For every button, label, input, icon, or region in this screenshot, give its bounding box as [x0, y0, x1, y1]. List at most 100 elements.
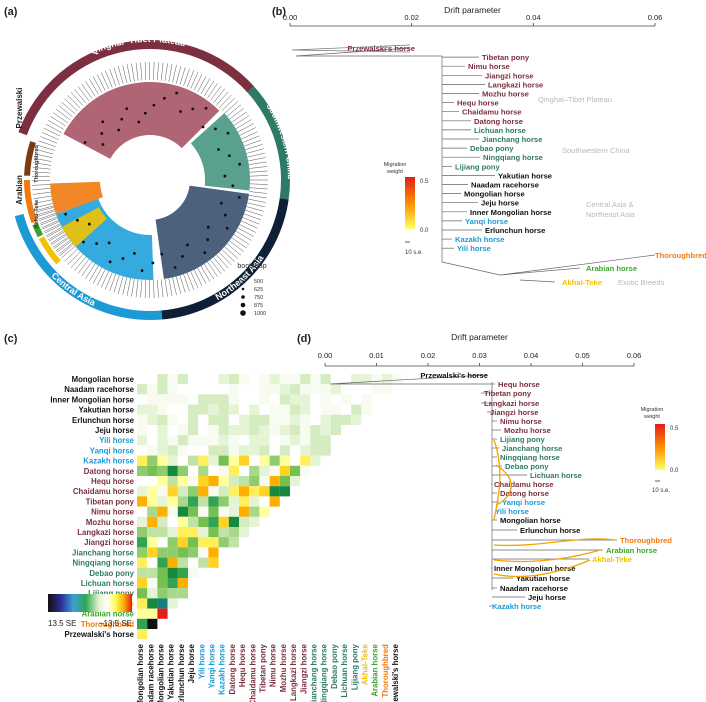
tip-branch — [32, 171, 51, 174]
tick-label-d: 0.01 — [369, 351, 384, 360]
heatmap-cell — [218, 476, 229, 487]
migration-edge — [493, 559, 591, 578]
heatmap-cell — [269, 425, 280, 436]
heatmap-cell — [137, 527, 148, 538]
heatmap-cell — [218, 506, 229, 517]
heatmap-cell — [279, 486, 290, 497]
bootstrap-node — [101, 143, 105, 146]
tip-branch — [219, 94, 232, 108]
heatmap-cell — [228, 506, 239, 517]
ring-qinghai — [18, 39, 255, 136]
bootstrap-node — [179, 110, 182, 113]
heatmap-cell — [239, 374, 250, 385]
tip-branch — [42, 221, 60, 230]
heatmap-cell — [167, 384, 178, 395]
heatmap-cell — [239, 496, 250, 507]
tip-branch — [221, 249, 236, 263]
leaf-label-d: Jiangzi horse — [490, 408, 539, 417]
heatmap-cell — [177, 425, 188, 436]
heatmap-cell — [228, 404, 239, 415]
heatmap-cell — [392, 374, 403, 385]
tip-branch — [135, 62, 139, 81]
tip-branch — [101, 72, 109, 90]
heatmap-cell — [310, 374, 321, 385]
heatmap-cell — [290, 465, 301, 476]
heatmap-cell — [157, 506, 168, 517]
heatmap-cell — [218, 414, 229, 425]
heatmap-cell — [198, 506, 209, 517]
heatmap-cell — [188, 547, 199, 558]
tree-exotic-branches-b — [441, 254, 656, 283]
leaf-label-d: Mongolian horse — [500, 516, 561, 525]
heatmap-cell — [147, 394, 158, 405]
heatmap-cell — [137, 486, 148, 497]
heatmap-cell — [188, 394, 199, 405]
bootstrap-node — [95, 242, 99, 245]
tip-branch — [33, 195, 52, 200]
heatmap-cell — [157, 435, 168, 446]
heatmap-cell — [188, 465, 199, 476]
heatmap-cell — [137, 414, 148, 425]
leaf-label-d: Lichuan horse — [530, 471, 582, 480]
heatmap-cell — [310, 425, 321, 436]
tip-branch — [200, 265, 211, 282]
tip-branch — [48, 120, 64, 130]
tip-branch — [32, 191, 51, 195]
heatmap-cell — [320, 435, 331, 446]
heatmap-cell — [290, 414, 301, 425]
leaf-label-b: Yanqi horse — [465, 217, 508, 226]
tip-branch — [210, 85, 222, 101]
heatmap-cell — [198, 425, 209, 436]
heatmap-cell — [157, 578, 168, 589]
tip-branch — [77, 86, 90, 101]
heatmap-cell — [177, 394, 188, 405]
heatmap-cell — [228, 537, 239, 548]
heatmap-cell — [147, 557, 158, 568]
heatmap-cell — [290, 425, 301, 436]
tick-label-b: 0.04 — [526, 13, 541, 22]
heatmap-cell — [330, 425, 341, 436]
tip-branch — [193, 74, 203, 91]
heatmap-cell — [147, 567, 158, 578]
heatmap-cell — [218, 445, 229, 456]
tip-branch — [249, 166, 268, 169]
heatmap-cell — [198, 404, 209, 415]
heatmap-cell — [167, 374, 178, 385]
bootstrap-node — [181, 255, 184, 258]
tip-branch — [229, 240, 244, 252]
leaf-label-b: Inner Mongolian horse — [470, 208, 551, 217]
bootstrap-node — [175, 91, 179, 95]
tip-branch — [249, 187, 268, 190]
heatmap-cell — [157, 394, 168, 405]
heatmap-cell — [137, 506, 148, 517]
tip-branch — [81, 261, 93, 277]
heatmap-cell — [177, 547, 188, 558]
heatmap-cell — [218, 537, 229, 548]
heatmap-cell — [239, 516, 250, 527]
heatmap-cell — [249, 374, 260, 385]
heatmap-cell — [208, 414, 219, 425]
leaf-label-b: Jianchang horse — [482, 135, 542, 144]
heatmap-cell — [177, 455, 188, 466]
bootstrap-node — [173, 266, 177, 269]
bootstrap-node — [186, 243, 189, 247]
bootstrap-node — [217, 148, 220, 151]
tip-branch — [40, 217, 58, 226]
tip-branch — [35, 203, 53, 208]
heatmap-cell — [269, 374, 280, 385]
heatmap-cell — [157, 486, 168, 497]
heatmap-row-label: Erlunchun horse — [72, 416, 135, 425]
tip-branch — [45, 124, 62, 133]
heatmap-col-label: Arabian horse — [371, 644, 380, 697]
heatmap-row-label: Nimu horse — [91, 508, 135, 517]
leaf-label-d: Ningqiang horse — [500, 453, 560, 462]
heatmap-cell — [177, 404, 188, 415]
panel-b-label: (b) — [272, 6, 287, 18]
tip-branch — [32, 176, 51, 178]
heatmap-cell — [147, 425, 158, 436]
heatmap-row-label: Arabian horse — [82, 610, 135, 619]
heatmap-cell — [208, 465, 219, 476]
leaf-label-d: Mozhu horse — [504, 426, 551, 435]
heatmap-cell — [157, 425, 168, 436]
tip-branch — [41, 220, 59, 228]
